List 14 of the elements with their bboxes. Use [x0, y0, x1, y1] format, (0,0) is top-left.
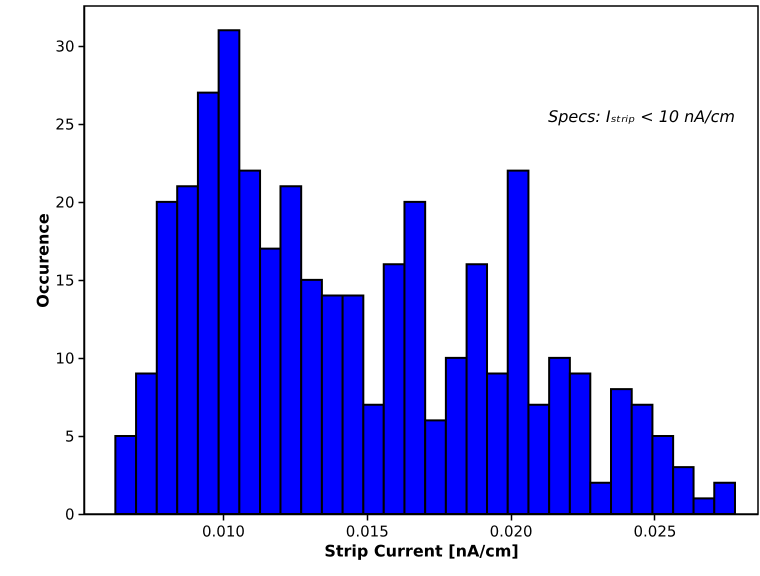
y-tick-label: 15: [55, 271, 74, 290]
x-tick-label: 0.015: [346, 522, 389, 540]
x-tick-label: 0.025: [633, 522, 676, 540]
x-tick-label: 0.010: [202, 522, 245, 540]
annotation: Specs: Iₛₜᵣᵢₚ < 10 nA/cm: [548, 107, 735, 126]
y-tick-label: 0: [64, 506, 74, 524]
y-tick-label: 20: [55, 193, 74, 212]
x-tick-label: 0.020: [490, 522, 533, 540]
y-tick-label: 5: [64, 427, 74, 446]
x-axis-title: Strip Current [nA/cm]: [324, 542, 519, 560]
y-axis-title: Occurence: [33, 213, 52, 308]
y-tick-label: 25: [55, 115, 74, 134]
y-tick-label: 10: [55, 349, 74, 368]
y-tick-label: 30: [55, 37, 74, 56]
